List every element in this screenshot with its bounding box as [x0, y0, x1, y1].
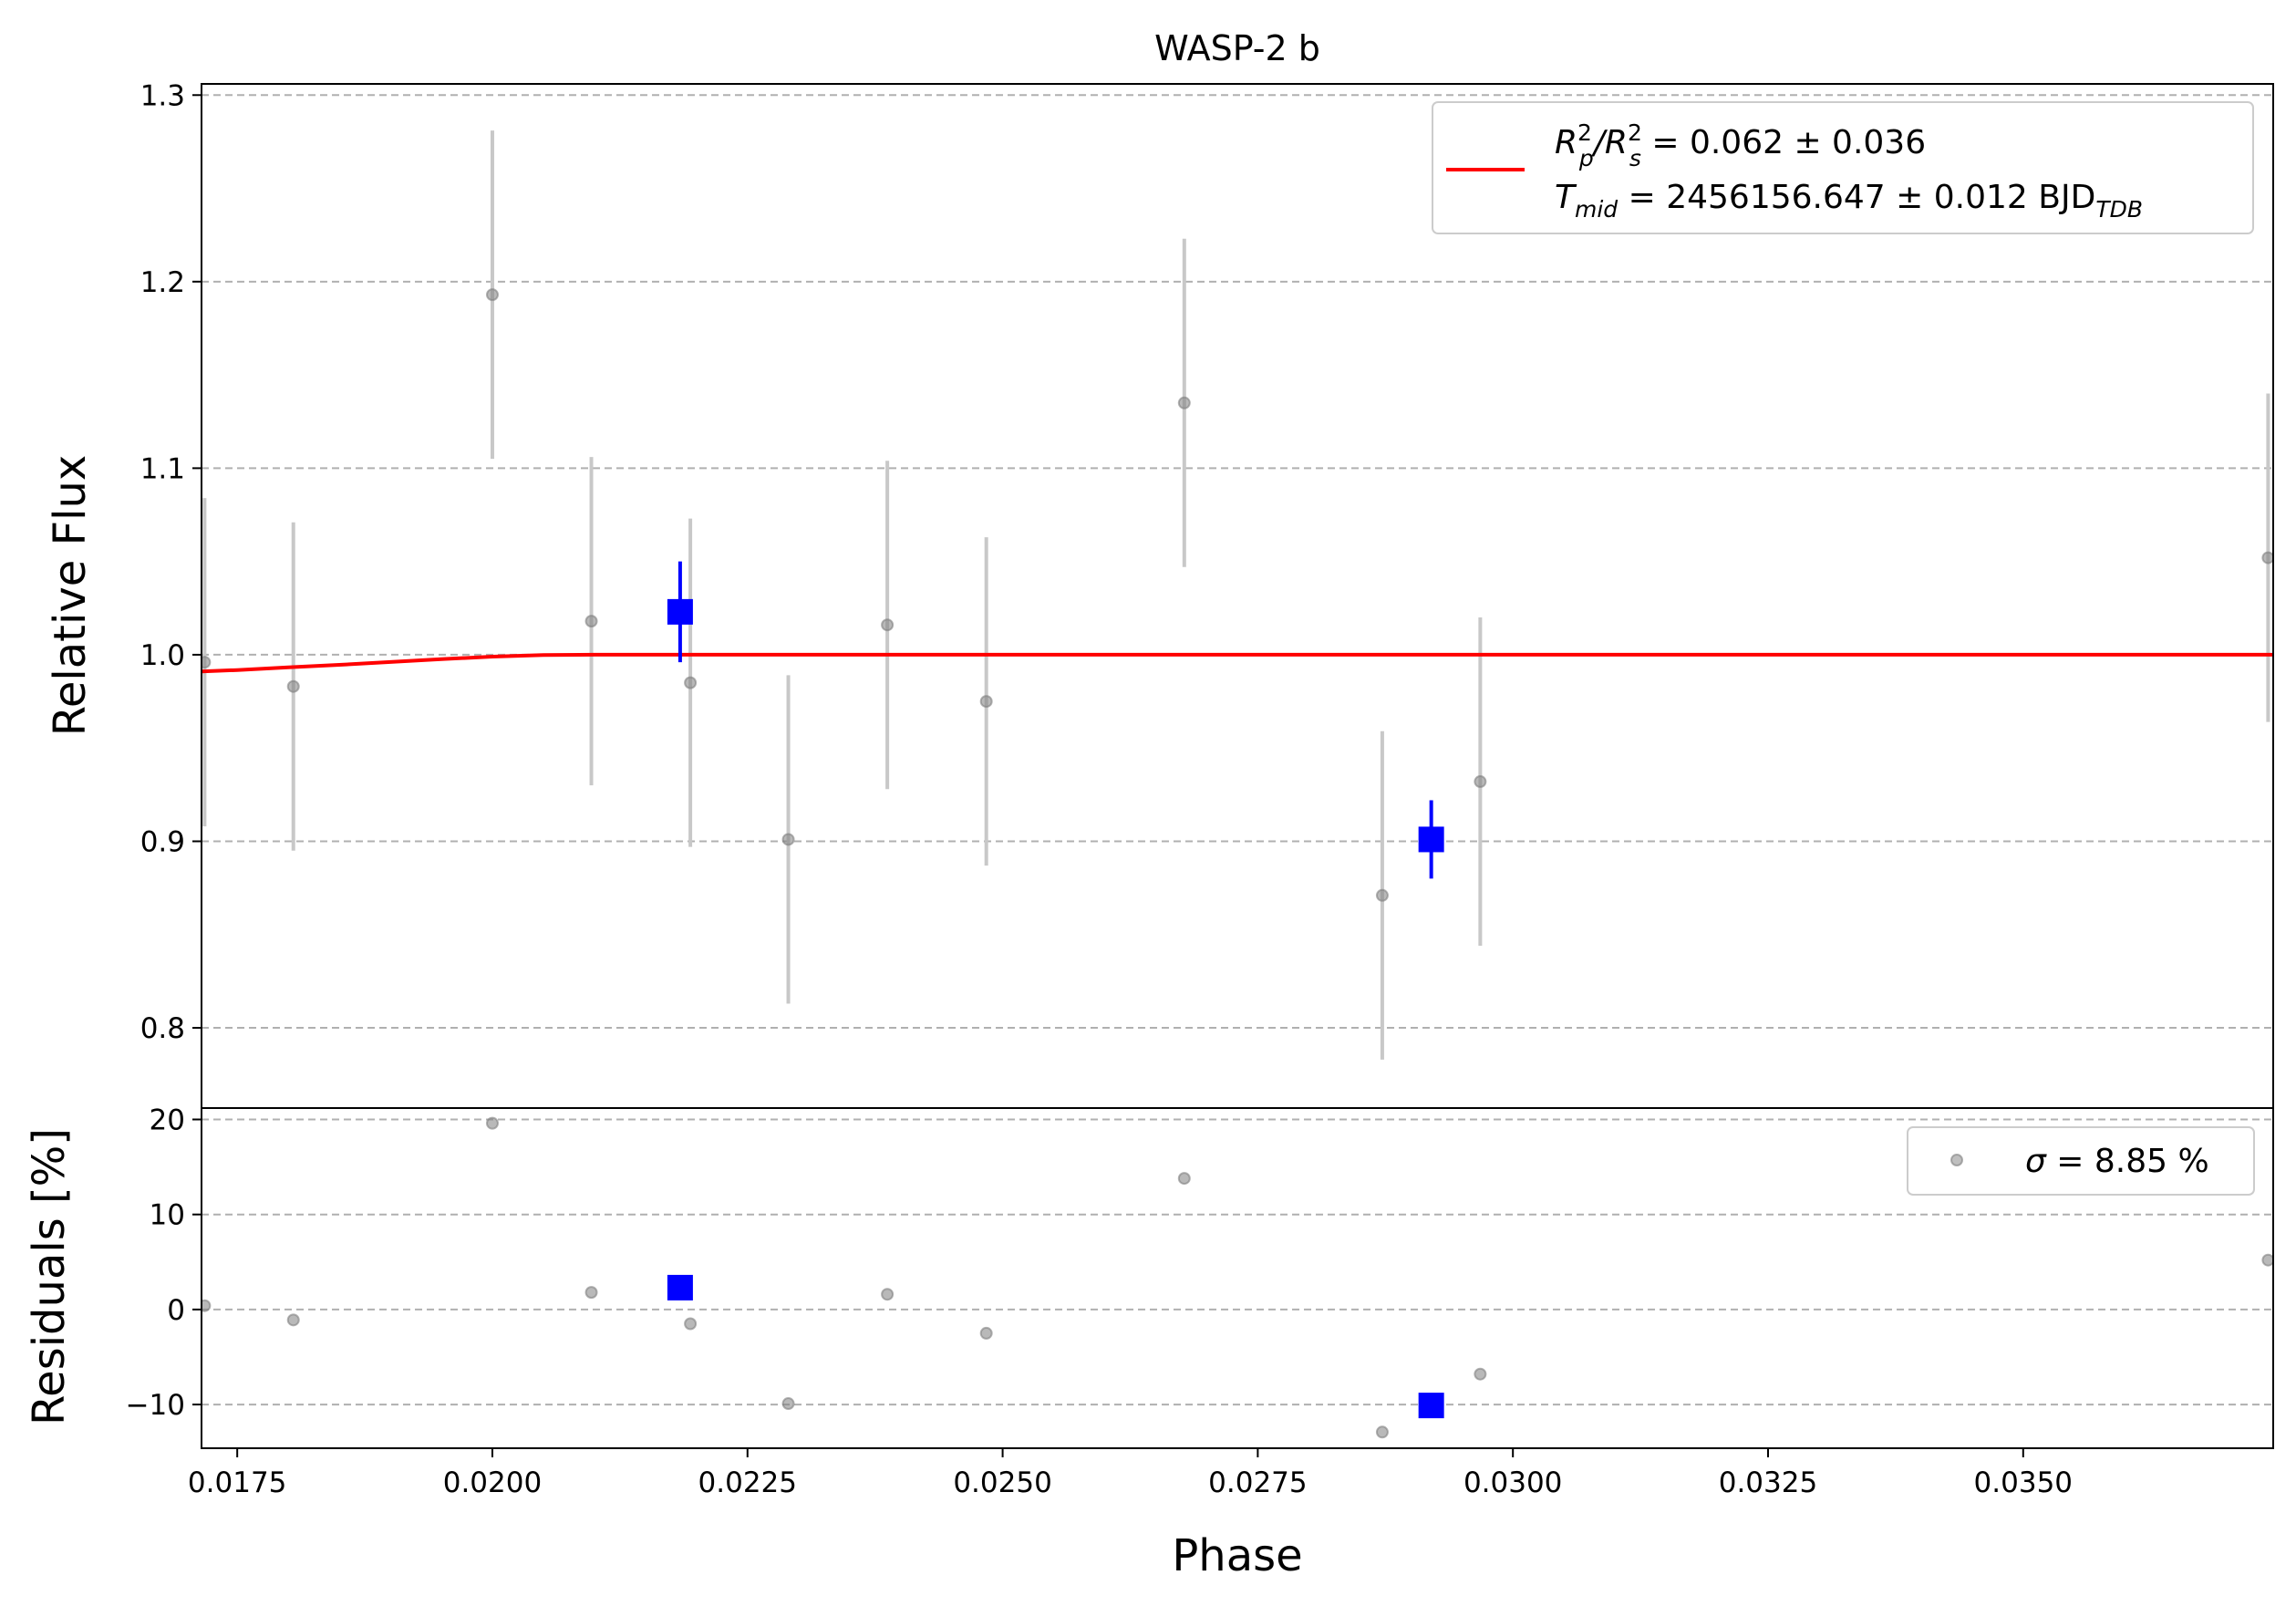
legend-sigma-entry: σ = 8.85 %	[2025, 1143, 2209, 1180]
residual-point	[2261, 1253, 2273, 1267]
residual-point	[1375, 1425, 1389, 1439]
flux-point	[202, 656, 212, 669]
residuals-legend-box	[1907, 1126, 2255, 1196]
residual-point	[286, 1313, 300, 1327]
flux-gridlines	[202, 94, 2273, 1030]
flux-y-ticks: 0.8 0.9 1.0 1.1 1.2 1.3	[140, 79, 202, 1045]
residuals-binned-points	[667, 1274, 1444, 1419]
x-tick-label: 0.0200	[443, 1466, 542, 1499]
flux-point	[1474, 775, 1487, 789]
flux-panel-frame	[201, 83, 2274, 1109]
x-tick-label: 0.0350	[1974, 1466, 2073, 1499]
flux-y-tick-label: 0.8	[140, 1012, 185, 1045]
transit-model-path	[202, 652, 2273, 674]
flux-y-axis-label: Relative Flux	[45, 455, 96, 737]
x-tick-label: 0.0225	[698, 1466, 797, 1499]
residuals-y-ticks: −10 0 10 20	[126, 1104, 202, 1422]
transit-model-line	[202, 652, 2273, 674]
residual-point	[584, 1286, 598, 1300]
residuals-points	[202, 1116, 2273, 1439]
flux-point	[684, 676, 698, 689]
legend-residual-marker	[1950, 1154, 1963, 1166]
residuals-y-tick-label: 20	[150, 1104, 185, 1137]
flux-errorbars	[202, 130, 2270, 1060]
residual-point	[881, 1288, 895, 1301]
residuals-y-tick-label: 0	[167, 1294, 185, 1327]
x-tick-label: 0.0275	[1208, 1466, 1307, 1499]
flux-point	[881, 618, 895, 632]
x-tick-label: 0.0300	[1463, 1466, 1562, 1499]
flux-point	[2261, 551, 2273, 565]
flux-y-tick-label: 0.9	[140, 825, 185, 858]
residuals-y-tick-label: −10	[126, 1389, 185, 1422]
x-tick-label: 0.0250	[953, 1466, 1051, 1499]
residual-point	[1474, 1367, 1487, 1381]
flux-binned-point	[1418, 826, 1444, 853]
legend-midtime-entry: Tmid = 2456156.647 ± 0.012 BJDTDB	[1555, 179, 2143, 223]
residual-binned-point	[1418, 1393, 1444, 1419]
flux-point	[286, 679, 300, 693]
residual-point	[202, 1299, 212, 1312]
residuals-legend: σ = 8.85 %	[1907, 1126, 2255, 1196]
legend-radius-ratio-entry: R2 p/R2 s = 0.062 ± 0.036	[1555, 119, 1926, 171]
flux-point	[979, 695, 993, 709]
residuals-y-axis-label: Residuals [%]	[24, 1128, 75, 1425]
flux-points	[202, 288, 2273, 902]
flux-legend: R2 p/R2 s = 0.062 ± 0.036 Tmid = 2456156.6…	[1432, 101, 2254, 234]
flux-point	[1177, 396, 1191, 409]
flux-y-tick-label: 1.1	[140, 452, 185, 485]
x-tick-label: 0.0325	[1719, 1466, 1817, 1499]
flux-point	[485, 288, 499, 302]
x-tick-label: 0.0175	[188, 1466, 286, 1499]
residual-binned-point	[667, 1274, 693, 1300]
flux-legend-box	[1432, 101, 2254, 234]
x-axis-label: Phase	[1172, 1530, 1302, 1581]
phase-x-ticks: 0.0175 0.0200 0.0225 0.0250 0.0275 0.0300 0.03…	[188, 1448, 2073, 1499]
flux-point	[1375, 888, 1389, 902]
residuals-gridlines	[202, 1118, 2273, 1406]
residual-point	[781, 1397, 795, 1411]
residual-point	[684, 1317, 698, 1331]
flux-point	[781, 833, 795, 846]
flux-binned-point	[667, 598, 693, 625]
flux-binned-points	[667, 561, 1444, 879]
residual-point	[1177, 1172, 1191, 1186]
flux-y-tick-label: 1.3	[140, 79, 185, 112]
residual-point	[979, 1326, 993, 1340]
residuals-y-tick-label: 10	[150, 1199, 185, 1232]
residuals-panel-frame	[201, 1107, 2274, 1449]
flux-point	[584, 615, 598, 628]
residual-point	[485, 1116, 499, 1130]
chart-title: WASP-2 b	[1154, 28, 1320, 68]
flux-y-tick-label: 1.0	[140, 639, 185, 672]
flux-panel: 0.8 0.9 1.0 1.1 1.2 1.3 Relative Flux R2 p/R2 s…	[45, 79, 2274, 1109]
flux-y-tick-label: 1.2	[140, 266, 185, 299]
